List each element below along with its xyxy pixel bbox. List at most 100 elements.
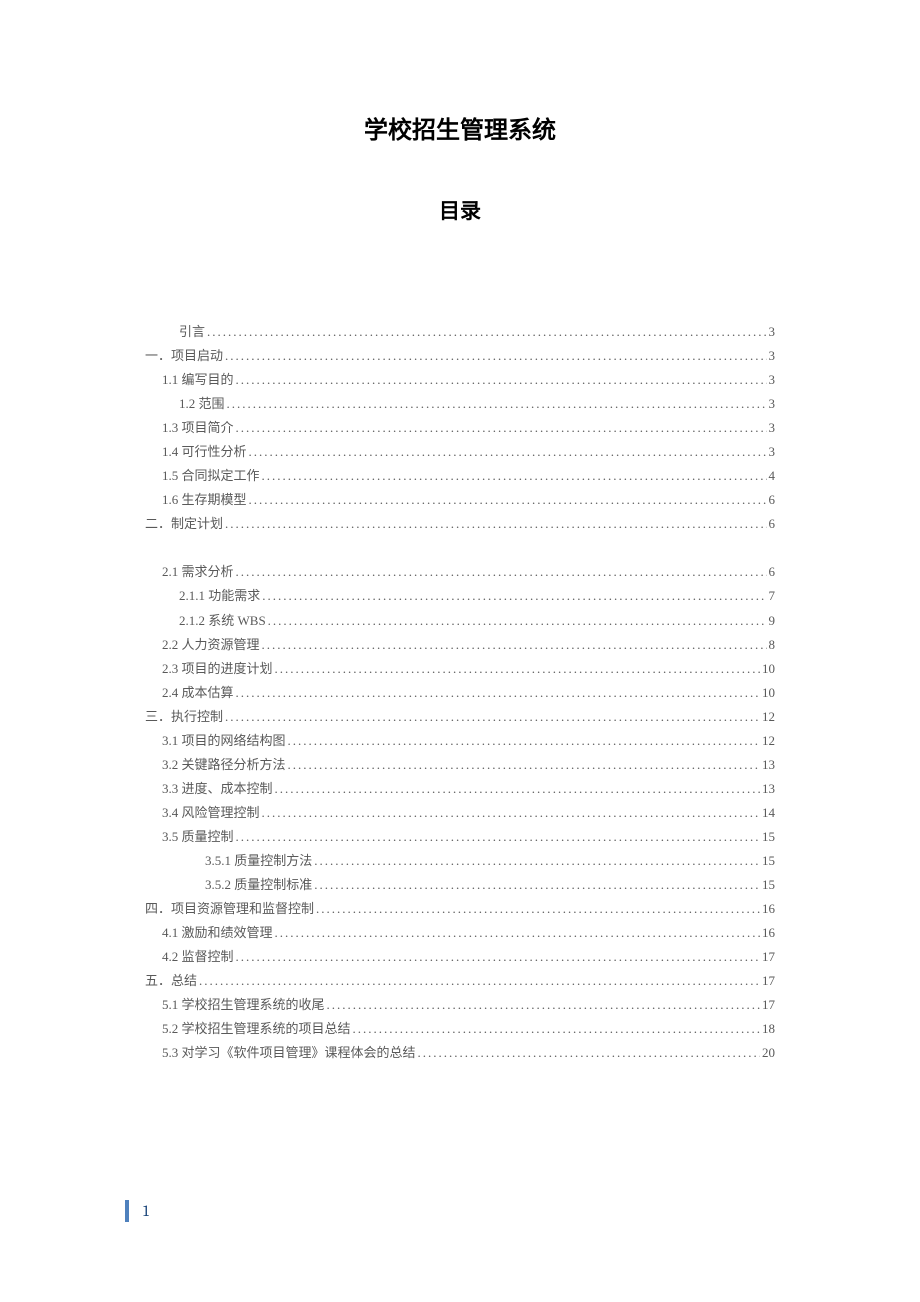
toc-entry-label: 三．执行控制: [145, 705, 223, 729]
toc-entry: 二．制定计划 6: [145, 512, 775, 536]
toc-entry-page: 17: [762, 969, 775, 993]
toc-entry-dots: [288, 729, 760, 753]
toc-entry-page: 15: [762, 825, 775, 849]
toc-entry-page: 17: [762, 945, 775, 969]
toc-entry-label: 四．项目资源管理和监督控制: [145, 897, 314, 921]
toc-entry-page: 16: [762, 921, 775, 945]
toc-entry-label: 2.1.2 系统 WBS: [179, 609, 266, 633]
toc-entry-page: 15: [762, 873, 775, 897]
toc-entry-label: 3.5 质量控制: [162, 825, 234, 849]
toc-entry-label: 3.5.2 质量控制标准: [205, 873, 312, 897]
toc-entry-dots: [262, 464, 767, 488]
toc-entry-page: 18: [762, 1017, 775, 1041]
toc-entry-label: 3.3 进度、成本控制: [162, 777, 273, 801]
toc-entry-dots: [268, 609, 767, 633]
toc-entry-dots: [288, 753, 760, 777]
toc-entry: 1.1 编写目的3: [145, 368, 775, 392]
toc-entry-label: 2.1.1 功能需求: [179, 584, 260, 608]
toc-entry-dots: [316, 897, 760, 921]
toc-entry-dots: [236, 825, 760, 849]
toc-entry-label: 4.2 监督控制: [162, 945, 234, 969]
toc-entry-page: 9: [769, 609, 776, 633]
toc-entry-dots: [225, 705, 760, 729]
toc-entry-dots: [262, 801, 760, 825]
toc-entry: 2.4 成本估算 10: [145, 681, 775, 705]
toc-entry-page: 15: [762, 849, 775, 873]
toc-entry: 3.5.1 质量控制方法 15: [145, 849, 775, 873]
toc-entry-dots: [275, 921, 760, 945]
toc-entry-page: 16: [762, 897, 775, 921]
toc-entry: 引言 3: [145, 320, 775, 344]
toc-entry-dots: [236, 945, 760, 969]
toc-entry-label: 2.2 人力资源管理: [162, 633, 260, 657]
toc-entry-page: 4: [769, 464, 776, 488]
toc-entry-label: 1.3 项目简介: [162, 416, 234, 440]
toc-entry: 5.3 对学习《软件项目管理》课程体会的总结 20: [145, 1041, 775, 1065]
toc-entry-label: 3.1 项目的网络结构图: [162, 729, 286, 753]
toc-entry: 三．执行控制12: [145, 705, 775, 729]
toc-entry-label: 3.4 风险管理控制: [162, 801, 260, 825]
toc-entry-label: 2.1 需求分析: [162, 560, 234, 584]
toc-entry-page: 3: [769, 440, 776, 464]
toc-entry-dots: [418, 1041, 760, 1065]
document-subtitle: 目录: [145, 195, 775, 225]
toc-entry-dots: [275, 777, 760, 801]
toc-entry-label: 4.1 激励和绩效管理: [162, 921, 273, 945]
toc-entry-page: 20: [762, 1041, 775, 1065]
toc-entry-page: 10: [762, 657, 775, 681]
toc-entry-page: 14: [762, 801, 775, 825]
toc-entry-label: 5.3 对学习《软件项目管理》课程体会的总结: [162, 1041, 416, 1065]
toc-entry-dots: [262, 584, 766, 608]
toc-entry-label: 2.4 成本估算: [162, 681, 234, 705]
toc-blank-line: [145, 536, 775, 560]
toc-entry-label: 2.3 项目的进度计划: [162, 657, 273, 681]
toc-entry-dots: [225, 344, 766, 368]
toc-entry: 3.5.2 质量控制标准 15: [145, 873, 775, 897]
toc-entry-dots: [236, 560, 767, 584]
toc-entry-page: 6: [769, 512, 776, 536]
toc-entry-dots: [207, 320, 766, 344]
toc-entry: 3.1 项目的网络结构图12: [145, 729, 775, 753]
table-of-contents: 引言3一．项目启动31.1 编写目的31.2 范围31.3 项目简介31.4 可…: [145, 320, 775, 1065]
toc-entry-label: 3.5.1 质量控制方法: [205, 849, 312, 873]
toc-entry-label: 5.1 学校招生管理系统的收尾: [162, 993, 325, 1017]
toc-entry-dots: [249, 488, 767, 512]
toc-entry: 3.3 进度、成本控制 13: [145, 777, 775, 801]
toc-entry: 一．项目启动 3: [145, 344, 775, 368]
toc-entry-page: 6: [769, 560, 776, 584]
toc-entry-label: 五．总结: [145, 969, 197, 993]
toc-entry-page: 6: [769, 488, 776, 512]
toc-entry-label: 一．项目启动: [145, 344, 223, 368]
page-number: 1: [143, 1202, 149, 1220]
toc-entry: 1.4 可行性分析3: [145, 440, 775, 464]
page-number-container: 1: [125, 1200, 149, 1222]
toc-entry-label: 5.2 学校招生管理系统的项目总结: [162, 1017, 351, 1041]
toc-entry-dots: [199, 969, 760, 993]
toc-entry-page: 8: [769, 633, 776, 657]
toc-entry-dots: [353, 1017, 760, 1041]
toc-entry: 4.1 激励和绩效管理 16: [145, 921, 775, 945]
toc-entry-page: 3: [769, 392, 776, 416]
toc-entry-page: 3: [769, 320, 776, 344]
toc-entry: 4.2 监督控制 17: [145, 945, 775, 969]
toc-entry-dots: [236, 368, 767, 392]
toc-entry-dots: [275, 657, 760, 681]
toc-entry-label: 1.1 编写目的: [162, 368, 234, 392]
toc-entry: 2.1 需求分析 6: [145, 560, 775, 584]
toc-entry: 3.2 关键路径分析方法13: [145, 753, 775, 777]
toc-entry: 2.3 项目的进度计划 10: [145, 657, 775, 681]
page-container: 学校招生管理系统 目录 引言3一．项目启动31.1 编写目的31.2 范围31.…: [0, 0, 920, 1065]
toc-entry-label: 引言: [179, 320, 205, 344]
toc-entry-label: 二．制定计划: [145, 512, 223, 536]
toc-entry-page: 3: [769, 344, 776, 368]
toc-entry-dots: [314, 849, 760, 873]
toc-entry-label: 1.5 合同拟定工作: [162, 464, 260, 488]
toc-entry-page: 13: [762, 753, 775, 777]
toc-entry-dots: [225, 512, 766, 536]
toc-entry-page: 13: [762, 777, 775, 801]
toc-entry: 1.6 生存期模型6: [145, 488, 775, 512]
toc-entry: 2.2 人力资源管理 8: [145, 633, 775, 657]
toc-entry-page: 10: [762, 681, 775, 705]
toc-entry: 1.2 范围3: [145, 392, 775, 416]
toc-entry: 1.5 合同拟定工作 4: [145, 464, 775, 488]
